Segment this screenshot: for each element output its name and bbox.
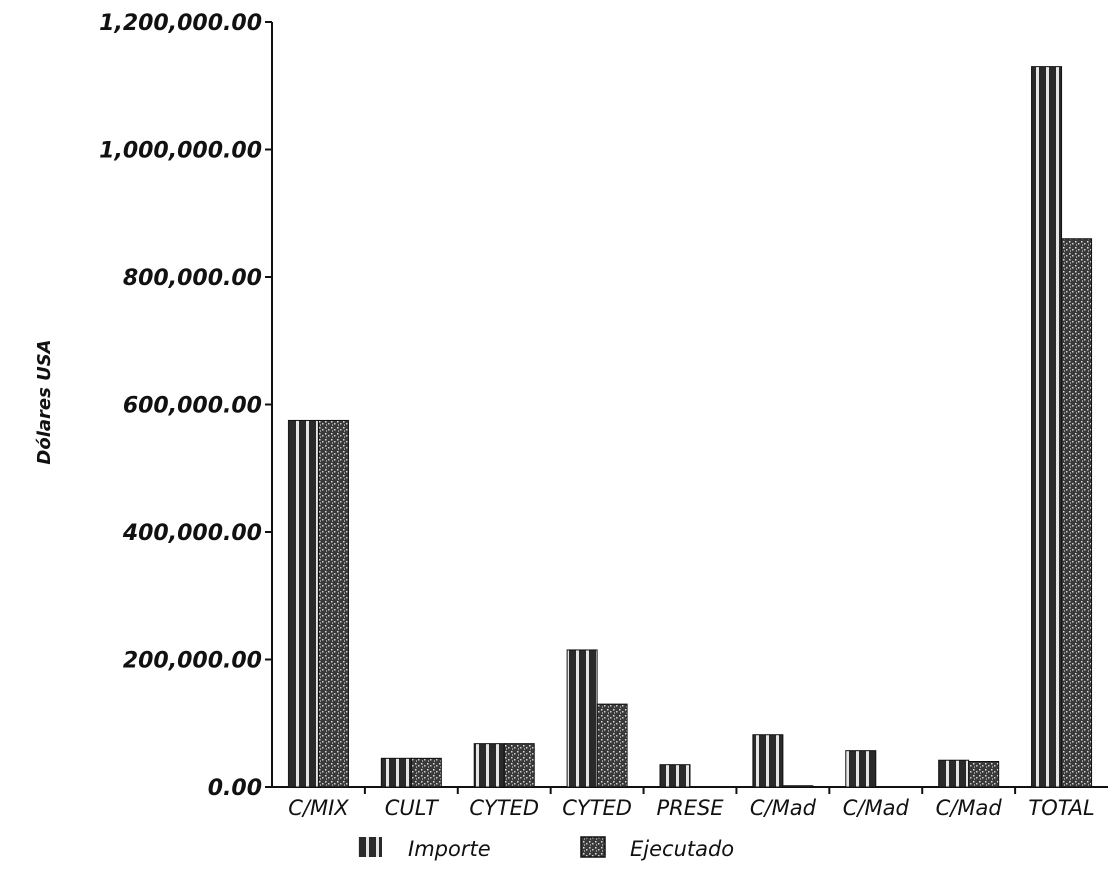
y-tick-label: 400,000.00 [122, 521, 262, 546]
bar-ejecutado-7 [968, 761, 1000, 788]
bar-ejecutado-5 [782, 785, 814, 788]
bar-ejecutado-3 [596, 703, 628, 788]
y-tick-label: 1,200,000.00 [99, 11, 262, 36]
x-category-label: TOTAL [1028, 796, 1094, 820]
bar-importe-1 [380, 757, 412, 788]
bar-ejecutado-8 [1061, 238, 1093, 788]
x-category-label: CULT [385, 796, 440, 820]
x-category-label: C/Mad [750, 796, 817, 820]
y-tick-label: 0.00 [208, 776, 262, 801]
y-ticks: 0.00 200,000.00 400,000.00 600,000.00 800,00… [99, 11, 272, 801]
y-tick-label: 600,000.00 [123, 394, 262, 419]
bar-importe-4 [659, 764, 691, 788]
y-axis-title: Dólares USA [34, 339, 55, 464]
bar-importe-3 [566, 649, 598, 788]
bar-importe-7 [938, 759, 970, 788]
legend-item-ejecutado: Ejecutado [580, 836, 734, 861]
x-category-label: PRESE [656, 796, 724, 820]
x-category-label: CYTED [469, 796, 539, 820]
bar-ejecutado-2 [503, 743, 535, 788]
y-tick-label: 800,000.00 [123, 266, 262, 291]
legend-swatch-ejecutado [580, 836, 606, 858]
x-category-label: C/Mad [936, 796, 1003, 820]
x-category-label: C/Mad [843, 796, 910, 820]
legend-swatch-importe [358, 837, 382, 857]
bar-ejecutado-0 [317, 419, 349, 788]
legend: Importe Ejecutado [358, 836, 734, 861]
bars [287, 66, 1093, 788]
x-category-label: CYTED [562, 796, 632, 820]
y-tick-label: 200,000.00 [123, 649, 262, 674]
bar-importe-0 [287, 419, 319, 788]
legend-item-importe: Importe [358, 837, 491, 861]
bar-importe-2 [473, 743, 505, 788]
bar-ejecutado-1 [410, 757, 442, 788]
legend-label-importe: Importe [408, 837, 491, 861]
axes [271, 22, 1108, 794]
y-tick-label: 1,000,000.00 [99, 139, 262, 164]
x-categories: C/MIX CULT CYTED CYTED PRESE C/Mad C/Mad C/Mad T… [288, 796, 1094, 820]
bar-importe-5 [752, 734, 784, 788]
legend-label-ejecutado: Ejecutado [630, 837, 734, 861]
bar-importe-6 [845, 750, 877, 788]
bar-importe-8 [1031, 66, 1063, 788]
x-category-label: C/MIX [288, 796, 349, 820]
